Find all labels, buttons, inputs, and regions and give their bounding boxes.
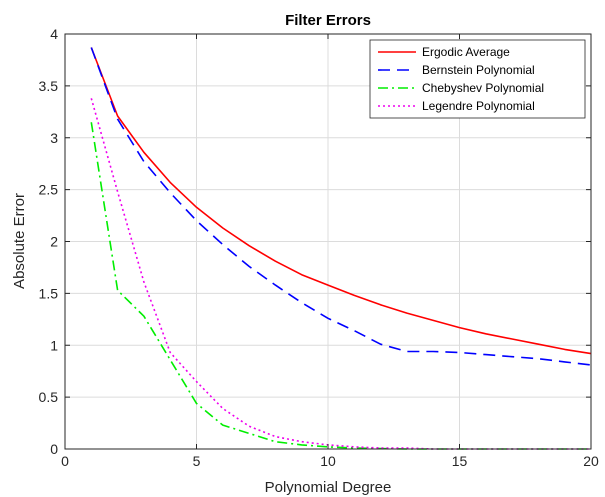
series-line-bernstein-polynomial [90, 47, 592, 366]
y-tick-label: 3.5 [39, 78, 59, 94]
y-tick-label: 4 [50, 26, 58, 42]
y-tick-label: 0 [50, 441, 58, 457]
x-tick-label: 0 [61, 453, 69, 469]
grid-lines [65, 34, 591, 449]
y-tick-label: 1 [50, 337, 58, 353]
y-tick-label: 3 [50, 130, 58, 146]
x-axis-label: Polynomial Degree [265, 479, 392, 496]
x-tick-label: 20 [583, 453, 599, 469]
y-tick-label: 2 [50, 234, 58, 250]
legend-label-ergodic-average: Ergodic Average [422, 45, 510, 59]
x-tick-label: 5 [193, 453, 201, 469]
x-tick-label: 15 [452, 453, 468, 469]
series-line-ergodic-average [90, 47, 592, 355]
series-line-chebyshev-polynomial [90, 122, 591, 450]
y-tick-label: 1.5 [39, 285, 59, 301]
y-tick-label: 0.5 [39, 389, 59, 405]
legend-label-legendre-polynomial: Legendre Polynomial [422, 99, 535, 113]
x-tick-label: 10 [320, 453, 336, 469]
chart-title: Filter Errors [285, 12, 371, 29]
y-tick-label: 2.5 [39, 182, 59, 198]
y-axis-label: Absolute Error [11, 193, 28, 289]
y-tick-labels: 0 0.5 1 1.5 2 2.5 3 3.5 4 [39, 26, 59, 457]
legend-label-bernstein-polynomial: Bernstein Polynomial [422, 63, 535, 77]
legend-label-chebyshev-polynomial: Chebyshev Polynomial [422, 81, 544, 95]
legend-box [369, 39, 586, 119]
legend: Ergodic Average Bernstein Polynomial Cheby… [369, 39, 586, 119]
axis-ticks [64, 33, 592, 450]
x-tick-labels: 0 5 10 15 20 [61, 453, 599, 469]
